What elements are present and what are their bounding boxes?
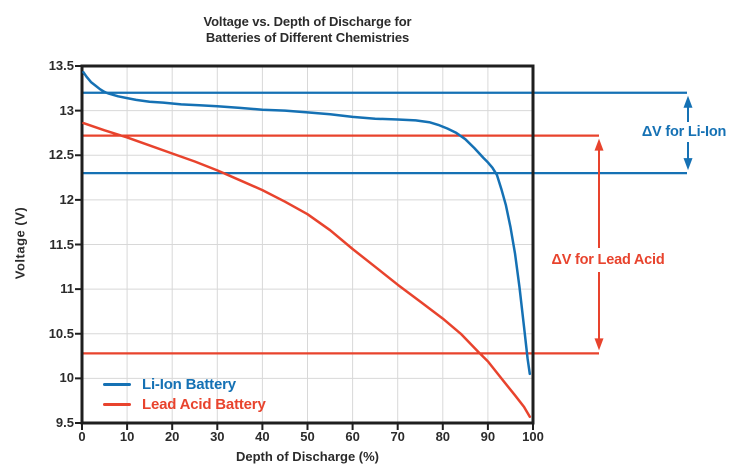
li-ion-line-swatch: [103, 382, 131, 386]
x-tick-label: 60: [345, 429, 360, 444]
x-axis-title: Depth of Discharge (%): [235, 449, 379, 464]
li-ion-down-arrowhead: [683, 158, 693, 171]
annotation-delta-v-li-ion: ΔV for Li-Ion: [641, 124, 727, 140]
chart-title: Voltage vs. Depth of Discharge for Batte…: [82, 14, 533, 46]
x-tick-label: 20: [164, 429, 180, 444]
chart-title-line2: Batteries of Different Chemistries: [205, 30, 410, 45]
y-tick-label: 11.5: [49, 236, 74, 252]
x-tick-label: 80: [435, 429, 451, 444]
x-tick-label: 90: [480, 429, 496, 444]
x-tick-label: 30: [210, 429, 225, 444]
y-tick-label: 10: [59, 370, 74, 386]
x-tick-label: 70: [390, 429, 405, 444]
chart-title-line1: Voltage vs. Depth of Discharge for: [203, 14, 412, 29]
y-tick-label: 9.5: [55, 415, 74, 430]
li-ion-curve: [82, 70, 532, 376]
legend: Li-Ion Battery Lead Acid Battery: [103, 374, 266, 414]
y-tick-label: 12: [59, 191, 74, 207]
plot-frame: [80, 64, 535, 425]
x-tick-label: 100: [522, 429, 544, 444]
x-tick-label: 40: [255, 429, 270, 444]
annotation-delta-v-lead-acid: ΔV for Lead Acid: [551, 252, 665, 268]
x-tick-label: 50: [300, 429, 315, 444]
lead-acid-curve: [82, 121, 532, 419]
lead-acid-up-arrowhead: [594, 138, 604, 151]
legend-item-lead-acid: Lead Acid Battery: [103, 394, 266, 414]
li-ion-up-arrowhead: [683, 95, 693, 108]
y-tick-label: 13.5: [48, 58, 74, 73]
x-tick-label: 10: [119, 429, 135, 444]
y-tick-label: 11: [60, 281, 74, 297]
y-tick-label: 10.5: [48, 325, 74, 341]
x-tick-label: 0: [78, 429, 86, 444]
lead-acid-legend-label: Lead Acid Battery: [142, 395, 266, 413]
li-ion-legend-label: Li-Ion Battery: [142, 375, 236, 393]
y-tick-label: 13: [59, 102, 74, 118]
lead-acid-line-swatch: [103, 402, 131, 406]
y-axis-title: Voltage (V): [12, 206, 28, 280]
lead-acid-down-arrowhead: [594, 338, 604, 351]
y-tick-label: 12.5: [48, 147, 74, 163]
legend-item-li-ion: Li-Ion Battery: [103, 374, 266, 394]
